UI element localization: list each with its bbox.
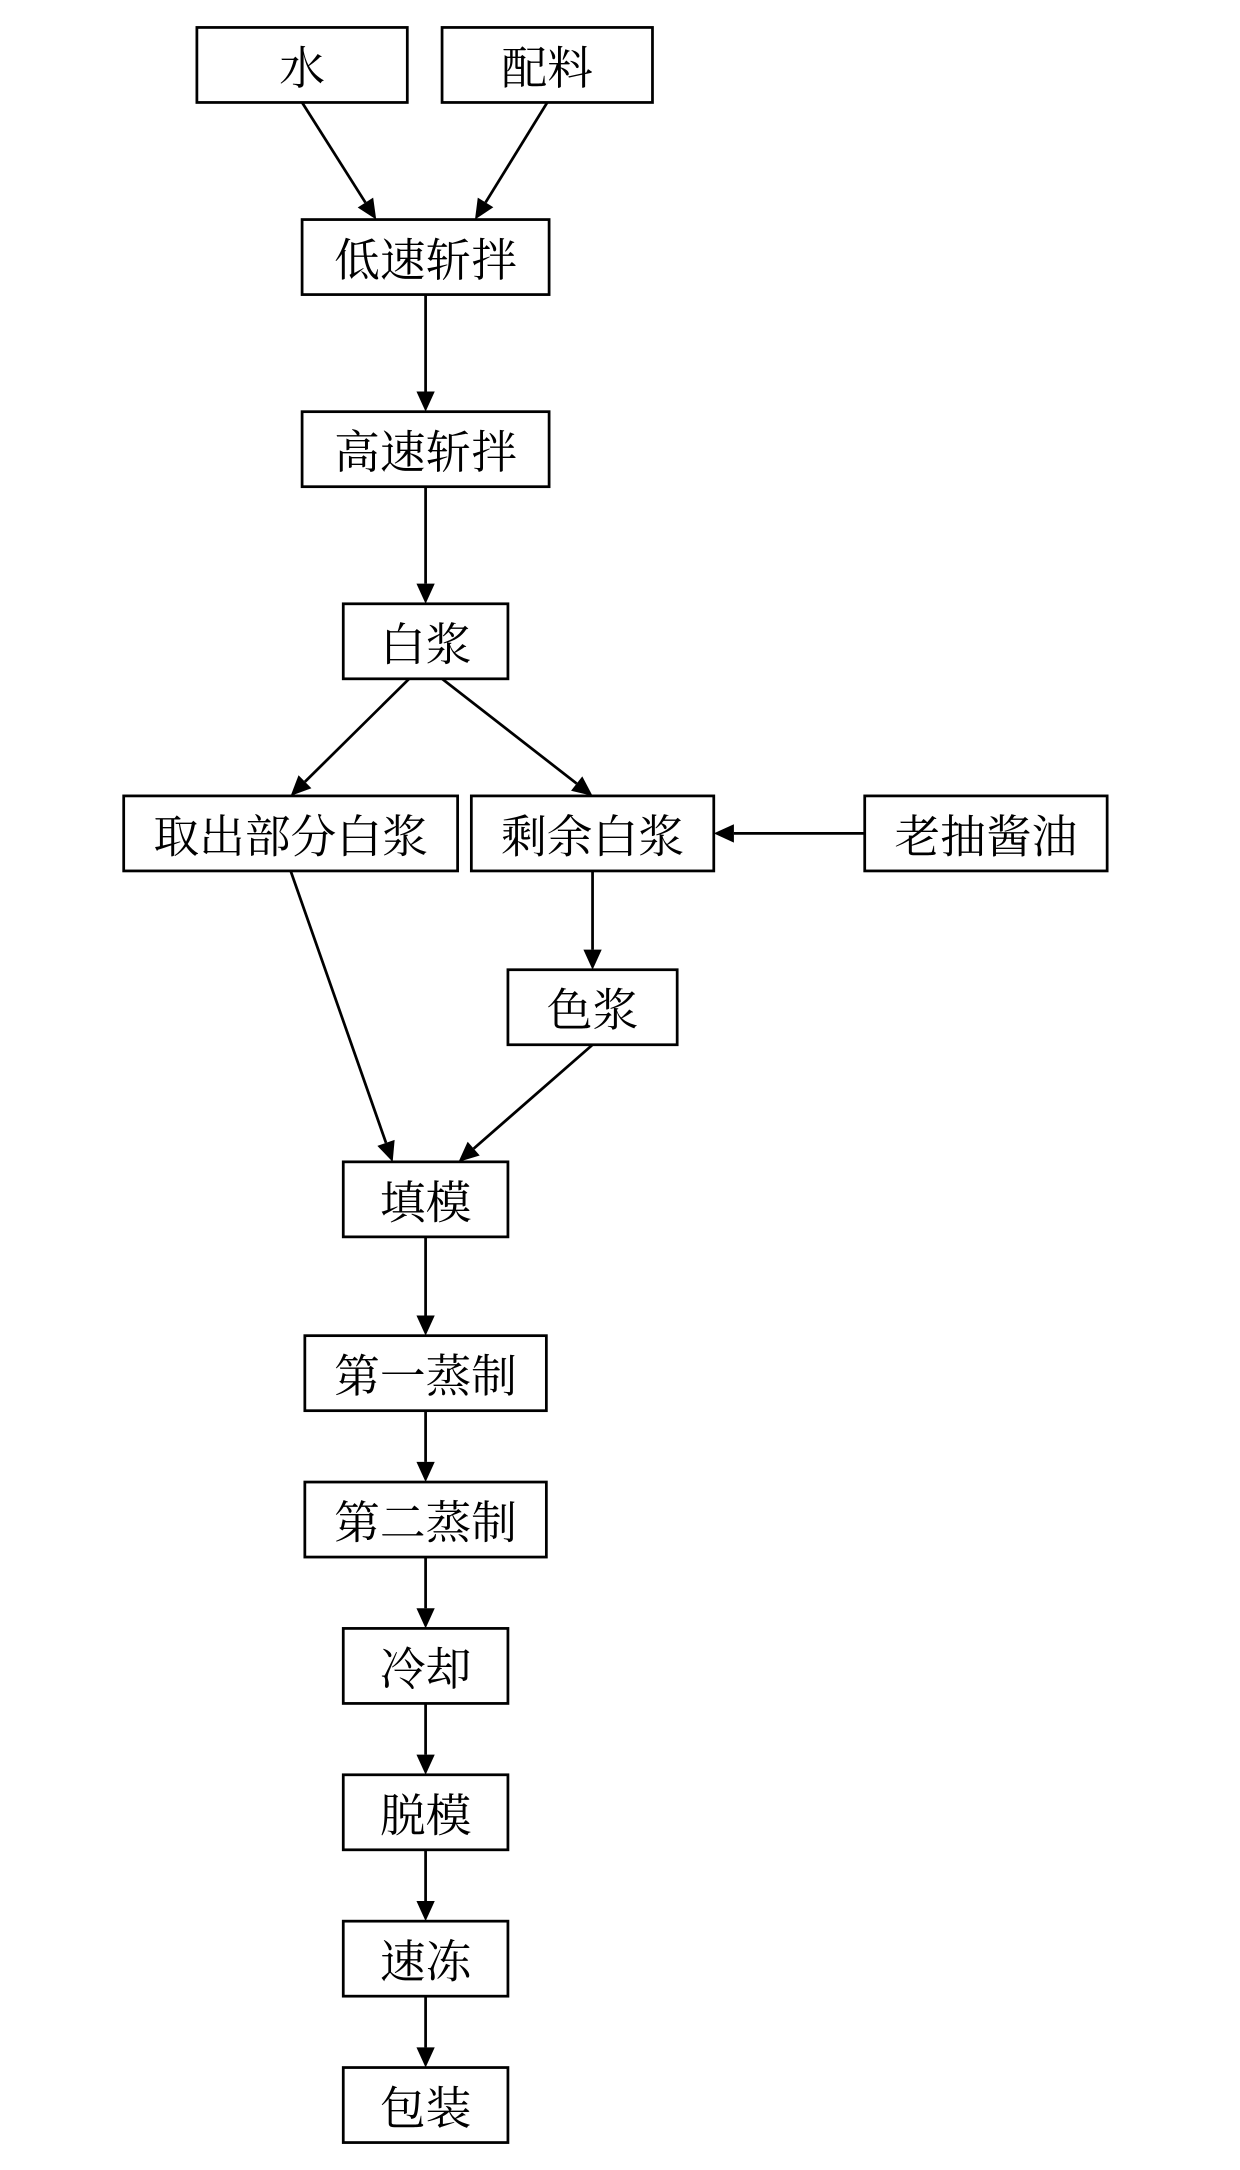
- flow-node-ingredients: 配料: [442, 27, 652, 102]
- flow-node-dark_soy: 老抽酱油: [865, 796, 1107, 871]
- flow-edge: [305, 679, 409, 782]
- flow-node-freeze: 速冻: [343, 1921, 508, 1996]
- arrowhead-icon: [416, 584, 434, 604]
- flow-edge: [442, 679, 577, 784]
- arrowhead-icon: [377, 1140, 394, 1162]
- flow-node-steam1: 第一蒸制: [305, 1336, 547, 1411]
- arrowhead-icon: [583, 950, 601, 970]
- flow-node-cool: 冷却: [343, 1628, 508, 1703]
- flow-node-label: 高速斩拌: [334, 416, 517, 482]
- flow-node-label: 水: [279, 32, 325, 98]
- arrowhead-icon: [416, 392, 434, 412]
- arrowhead-icon: [416, 1316, 434, 1336]
- flow-node-take_part: 取出部分白浆: [124, 796, 458, 871]
- flow-node-demold: 脱模: [343, 1775, 508, 1850]
- flow-node-high_speed: 高速斩拌: [302, 412, 549, 487]
- flow-node-fill_mold: 填模: [343, 1162, 508, 1237]
- arrowhead-icon: [416, 1901, 434, 1921]
- flow-node-label: 剩余白浆: [501, 800, 684, 866]
- arrowhead-icon: [714, 824, 734, 842]
- flow-node-low_speed: 低速斩拌: [302, 220, 549, 295]
- flow-node-label: 配料: [502, 32, 593, 98]
- flow-node-steam2: 第二蒸制: [305, 1482, 547, 1557]
- flow-node-water: 水: [197, 27, 407, 102]
- arrowhead-icon: [416, 1755, 434, 1775]
- flow-node-label: 填模: [380, 1166, 471, 1232]
- arrowhead-icon: [475, 198, 493, 220]
- flow-node-label: 脱模: [380, 1779, 471, 1845]
- flow-node-white_paste: 白浆: [343, 604, 508, 679]
- flowchart-container: 水 配料低速斩拌高速斩拌白浆取出部分白浆 剩余白浆 老抽酱油色浆填模第一蒸制第二蒸制冷…: [0, 0, 1240, 2170]
- flow-node-label: 老抽酱油: [894, 800, 1077, 866]
- flow-node-label: 白浆: [380, 608, 471, 674]
- flowchart-svg: 水 配料低速斩拌高速斩拌白浆取出部分白浆 剩余白浆 老抽酱油色浆填模第一蒸制第二蒸制冷…: [0, 0, 1240, 2170]
- flow-node-label: 包装: [380, 2072, 471, 2138]
- flow-node-remain: 剩余白浆: [471, 796, 713, 871]
- flow-node-label: 低速斩拌: [334, 224, 517, 290]
- flow-node-pack: 包装: [343, 2068, 508, 2143]
- flow-node-label: 第一蒸制: [334, 1340, 517, 1406]
- flow-node-label: 取出部分白浆: [153, 800, 427, 866]
- flow-edge: [474, 1045, 593, 1149]
- flow-node-label: 第二蒸制: [334, 1487, 517, 1553]
- arrowhead-icon: [416, 1462, 434, 1482]
- arrowhead-icon: [358, 198, 376, 220]
- flow-node-color_paste: 色浆: [508, 970, 677, 1045]
- arrowhead-icon: [416, 2047, 434, 2067]
- arrowhead-icon: [571, 776, 593, 796]
- flow-node-label: 速冻: [380, 1926, 473, 1992]
- flow-edge: [291, 871, 386, 1143]
- arrowhead-icon: [416, 1608, 434, 1628]
- flow-edge: [486, 102, 548, 202]
- flow-edge: [302, 102, 365, 202]
- flow-node-label: 色浆: [547, 974, 638, 1040]
- flow-node-label: 冷却: [380, 1633, 471, 1699]
